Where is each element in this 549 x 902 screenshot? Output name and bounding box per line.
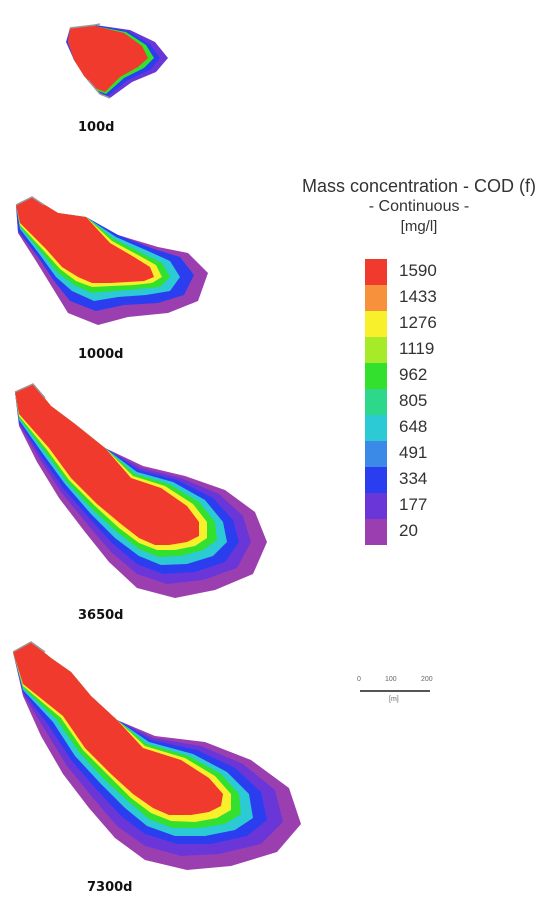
- legend-item: 491: [365, 441, 485, 467]
- time-label: 7300d: [87, 880, 133, 895]
- legend-title: Mass concentration - COD (f): [301, 176, 537, 196]
- legend-subtitle: - Continuous -: [368, 198, 470, 215]
- time-label: 3650d: [78, 608, 124, 623]
- legend-value: 962: [399, 365, 428, 384]
- legend-item: 334: [365, 467, 485, 493]
- plume-map-7300d: 7300d: [5, 638, 305, 895]
- legend-swatch: [365, 441, 387, 467]
- legend-value: 1119: [399, 339, 435, 358]
- legend-item: 962: [365, 363, 485, 389]
- legend-item: 177: [365, 493, 485, 519]
- legend-item: 1590: [365, 259, 485, 285]
- legend-swatch: [365, 337, 387, 363]
- legend-item: 648: [365, 415, 485, 441]
- scale-line: [360, 690, 430, 692]
- time-label: 1000d: [78, 347, 124, 362]
- legend-item: 1433: [365, 285, 485, 311]
- legend-item: 805: [365, 389, 485, 415]
- legend-value: 491: [399, 443, 428, 462]
- time-label: 100d: [78, 120, 115, 135]
- legend-value: 648: [399, 417, 428, 436]
- scale-tick: 0: [357, 676, 361, 683]
- legend-value: 1590: [399, 261, 437, 280]
- scale-bar: 0 100 200 [m]: [355, 676, 445, 710]
- scale-tick: 100: [385, 676, 397, 683]
- scale-tick: 200: [421, 676, 433, 683]
- legend-value: 1276: [399, 313, 437, 332]
- legend-item: 20: [365, 519, 485, 545]
- legend-swatch: [365, 285, 387, 311]
- legend-swatch: [365, 415, 387, 441]
- legend-swatch: [365, 389, 387, 415]
- legend-value: 805: [399, 391, 428, 410]
- legend: Mass concentration - COD (f) - Continuou…: [290, 175, 548, 545]
- legend-value: 1433: [399, 287, 437, 306]
- scale-unit: [m]: [389, 696, 399, 703]
- legend-swatch: [365, 311, 387, 337]
- legend-swatch: [365, 259, 387, 285]
- legend-swatch: [365, 363, 387, 389]
- legend-item: 1276: [365, 311, 485, 337]
- plume-map-100d: 100d: [60, 20, 170, 135]
- legend-swatch: [365, 467, 387, 493]
- plume-map-3650d: 3650d: [5, 382, 275, 623]
- legend-value: 334: [399, 469, 428, 488]
- legend-swatch: [365, 519, 387, 545]
- plume-map-1000d: 1000d: [8, 195, 218, 362]
- legend-value: 177: [399, 495, 428, 514]
- legend-unit: [mg/l]: [400, 218, 438, 235]
- legend-swatch: [365, 493, 387, 519]
- legend-item: 1119: [365, 337, 485, 363]
- legend-value: 20: [399, 521, 418, 540]
